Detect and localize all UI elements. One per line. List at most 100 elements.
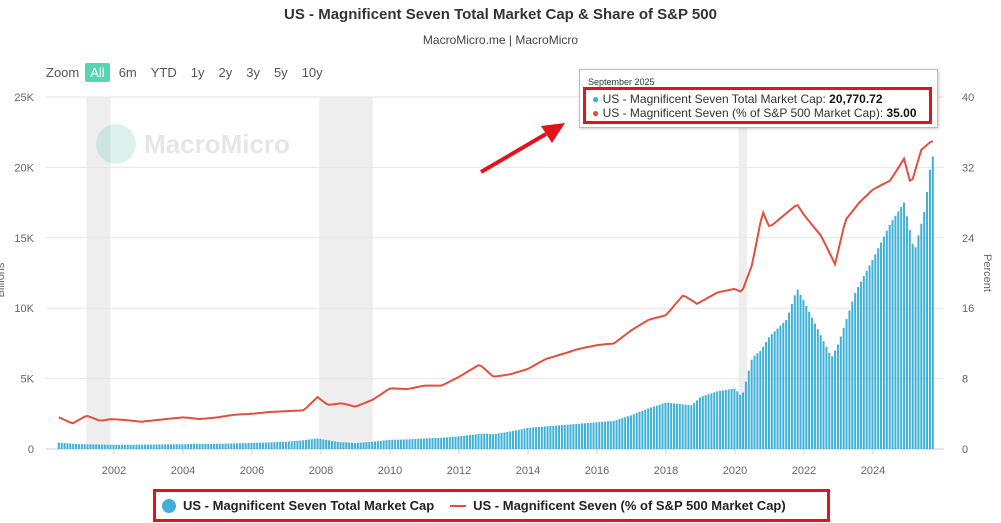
market-cap-bar [566, 424, 569, 449]
market-cap-bar [282, 441, 285, 449]
zoom-1y-button[interactable]: 1y [190, 65, 205, 80]
market-cap-bar [822, 341, 825, 449]
market-cap-bar [109, 444, 112, 449]
market-cap-bar [259, 442, 262, 449]
market-cap-bar [606, 421, 609, 449]
zoom-2y-button[interactable]: 2y [218, 65, 233, 80]
market-cap-bar [491, 434, 494, 449]
market-cap-bar [736, 391, 739, 449]
market-cap-bar [135, 444, 138, 449]
legend-bar-swatch-icon [162, 498, 176, 513]
market-cap-bar [385, 440, 388, 449]
market-cap-bar [710, 393, 713, 449]
market-cap-bar [727, 389, 730, 449]
zoom-3y-button[interactable]: 3y [246, 65, 260, 80]
zoom-all-button[interactable]: All [85, 63, 110, 82]
market-cap-bar [141, 444, 144, 449]
market-cap-bar [877, 248, 880, 449]
market-cap-bar [494, 433, 497, 449]
market-cap-bar [923, 211, 926, 449]
market-cap-bar [756, 353, 759, 449]
market-cap-bar [569, 424, 572, 449]
annotation-arrow [479, 123, 565, 174]
market-cap-bar [60, 442, 63, 449]
market-cap-bar [696, 400, 699, 449]
recession-shade [319, 97, 373, 449]
market-cap-bar [871, 259, 874, 449]
market-cap-bar [612, 420, 615, 449]
market-cap-bar [526, 427, 529, 449]
market-cap-bar [664, 402, 667, 449]
zoom-5y-button[interactable]: 5y [273, 65, 288, 80]
market-cap-bar [615, 420, 618, 449]
market-cap-bar [900, 207, 903, 449]
market-cap-bar [739, 394, 742, 449]
market-cap-bar [779, 325, 782, 449]
legend-item-share[interactable]: US - Magnificent Seven (% of S&P 500 Mar… [440, 498, 786, 513]
market-cap-bar [100, 444, 103, 449]
recession-shade [86, 97, 111, 449]
market-cap-bar [115, 444, 118, 449]
market-cap-bar [264, 442, 267, 449]
macromicro-logo-icon [96, 124, 136, 164]
market-cap-bar [443, 437, 446, 449]
zoom-toolbar: Zoom All 6m YTD 1y 2y 3y 5y 10y [46, 63, 332, 82]
market-cap-bar [931, 156, 934, 449]
market-cap-bar [80, 444, 83, 449]
market-cap-bar [848, 310, 851, 449]
market-cap-bar [627, 416, 630, 449]
market-cap-bar [831, 356, 834, 449]
market-cap-bar [152, 444, 155, 449]
market-cap-bar [290, 441, 293, 449]
market-cap-bar [842, 327, 845, 449]
market-cap-bar [293, 441, 296, 449]
market-cap-bar [537, 426, 540, 449]
market-cap-bar [667, 402, 670, 449]
market-cap-bar [811, 317, 814, 449]
x-axis-tick-label: 2006 [240, 465, 264, 477]
market-cap-bar [149, 444, 152, 449]
market-cap-bar [460, 436, 463, 449]
legend-bar-label: US - Magnificent Seven Total Market Cap [183, 498, 435, 513]
market-cap-bar [287, 441, 290, 449]
market-cap-bar [190, 444, 193, 449]
market-cap-bar [874, 254, 877, 449]
left-axis-title: Billions [0, 262, 7, 297]
market-cap-bar [765, 341, 768, 449]
legend-item-market-cap[interactable]: US - Magnificent Seven Total Market Cap [162, 498, 434, 513]
market-cap-bar [167, 444, 170, 449]
zoom-10y-button[interactable]: 10y [301, 65, 323, 80]
market-cap-bar [368, 441, 371, 449]
market-cap-bar [123, 444, 126, 449]
market-cap-bar [201, 443, 204, 449]
market-cap-bar [644, 409, 647, 449]
market-cap-bar [655, 405, 658, 449]
market-cap-bar [397, 439, 400, 449]
market-cap-bar [759, 350, 762, 449]
market-cap-bar [839, 336, 842, 449]
market-cap-bar [589, 422, 592, 449]
x-axis-tick-label: 2008 [309, 465, 333, 477]
market-cap-bar [670, 403, 673, 449]
market-cap-bar [747, 370, 750, 449]
market-cap-bar [336, 441, 339, 449]
market-cap-bar [425, 438, 428, 449]
market-cap-bar [339, 442, 342, 449]
zoom-ytd-button[interactable]: YTD [150, 65, 177, 80]
market-cap-bar [437, 437, 440, 449]
market-cap-bar [428, 438, 431, 449]
market-cap-bar [785, 320, 788, 449]
market-cap-bar [376, 441, 379, 449]
market-cap-bar [477, 434, 480, 449]
market-cap-bar [558, 425, 561, 449]
zoom-6m-button[interactable]: 6m [118, 65, 137, 80]
market-cap-bar [302, 440, 305, 449]
market-cap-bar [629, 415, 632, 449]
right-axis-title: Percent [981, 254, 993, 292]
tooltip-bar-bullet-icon: ● [592, 92, 600, 106]
market-cap-bar [486, 433, 489, 449]
market-cap-bar [926, 191, 929, 449]
market-cap-bar [716, 391, 719, 449]
market-cap-bar [719, 390, 722, 449]
